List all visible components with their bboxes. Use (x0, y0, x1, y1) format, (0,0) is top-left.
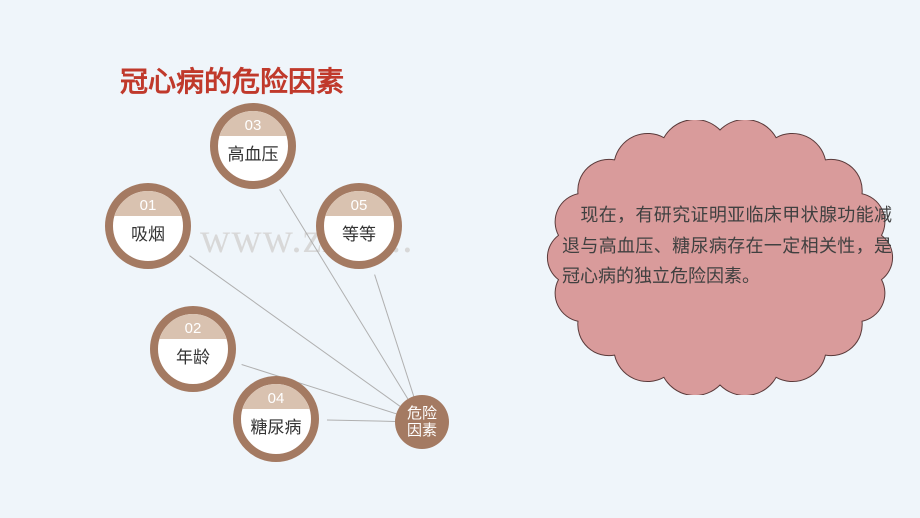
factor-node-05: 05 等等 (316, 183, 402, 269)
hub-node: 危险因素 (395, 395, 449, 449)
factor-label: 高血压 (218, 140, 288, 165)
factor-label: 吸烟 (113, 220, 183, 245)
factor-node-01: 01 吸烟 (105, 183, 191, 269)
factor-node-02: 02 年龄 (150, 306, 236, 392)
factor-badge: 03 (218, 111, 288, 136)
factor-node-03: 03 高血压 (210, 103, 296, 189)
factor-badge: 02 (158, 314, 228, 339)
page-title: 冠心病的危险因素 (120, 60, 344, 100)
factor-label: 等等 (324, 220, 394, 245)
factor-node-04: 04 糖尿病 (233, 376, 319, 462)
factor-badge: 05 (324, 191, 394, 216)
factor-badge: 01 (113, 191, 183, 216)
cloud-text: 现在，有研究证明亚临床甲状腺功能减退与高血压、糖尿病存在一定相关性，是冠心病的独… (562, 200, 892, 292)
factor-label: 年龄 (158, 343, 228, 368)
factor-label: 糖尿病 (241, 413, 311, 438)
factor-badge: 04 (241, 384, 311, 409)
